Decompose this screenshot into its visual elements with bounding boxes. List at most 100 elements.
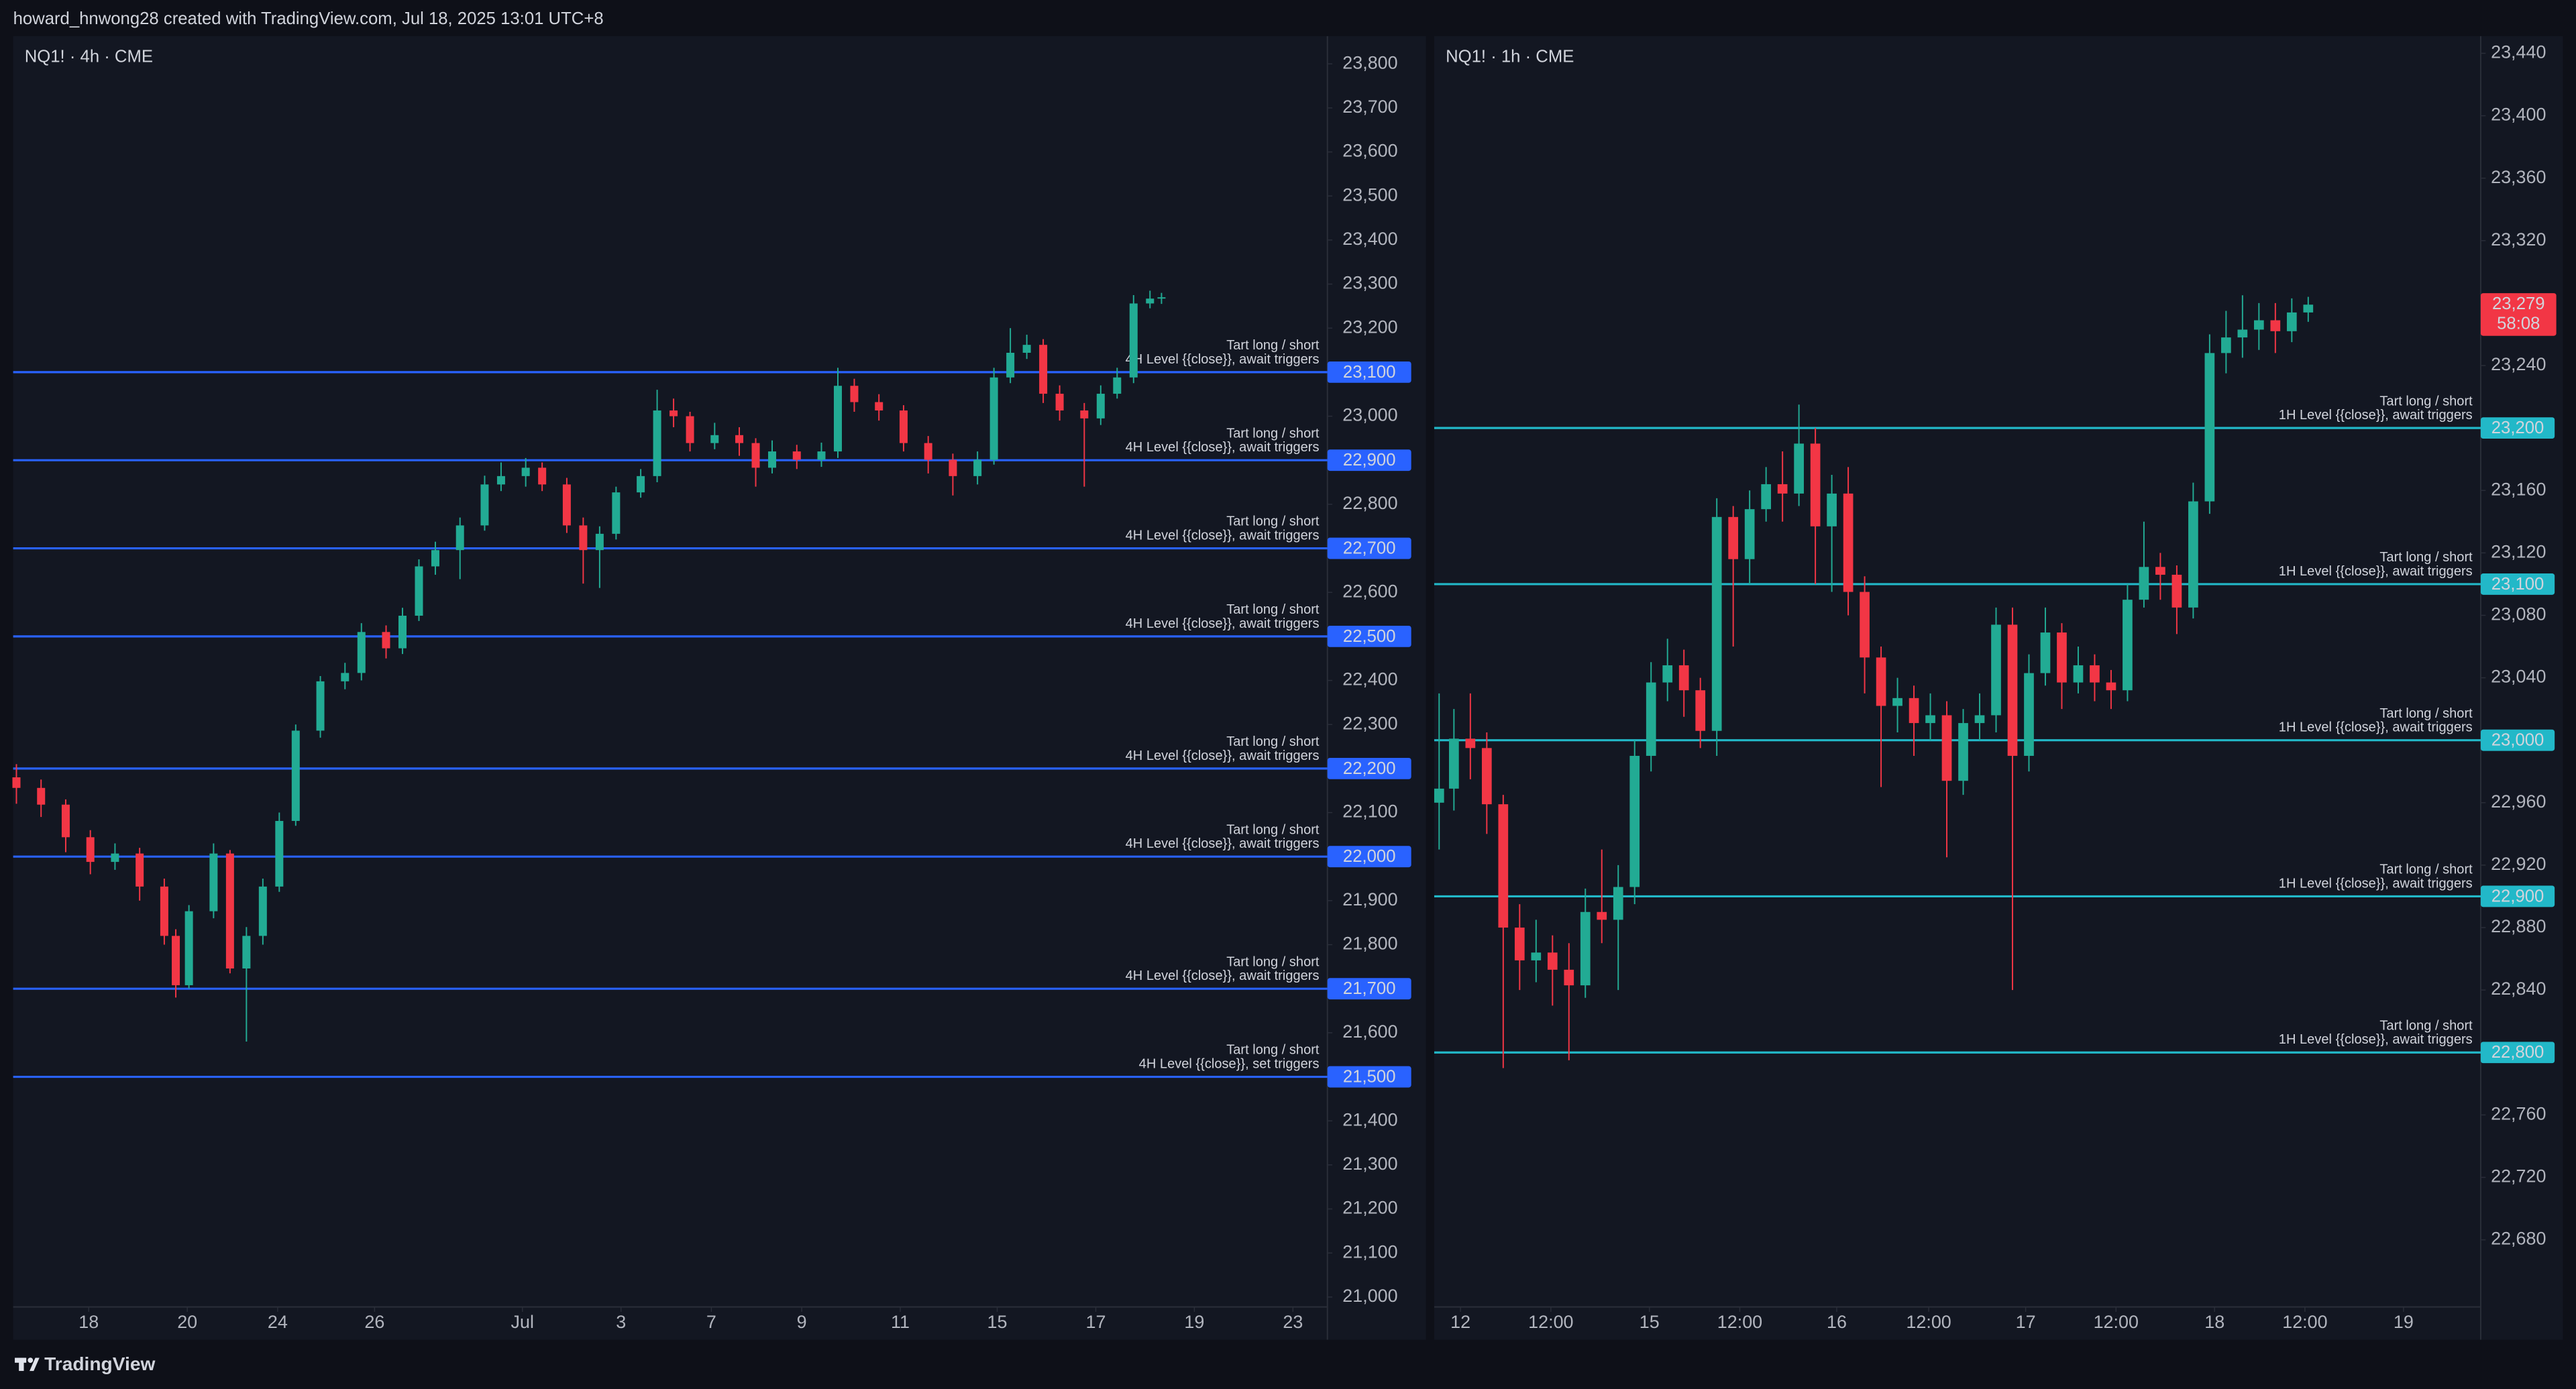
level-price-label: 21,500: [1343, 1068, 1396, 1087]
candle-body: [899, 410, 908, 443]
x-tick-label: 16: [1827, 1312, 1847, 1332]
x-tick-label: 3: [616, 1312, 626, 1332]
candle-body: [2171, 574, 2182, 608]
candle-body: [225, 853, 234, 968]
candle-body: [751, 443, 760, 468]
level-text: Tart long / short: [2379, 1018, 2473, 1033]
x-tick-label: 18: [78, 1312, 99, 1332]
candle-body: [291, 730, 300, 822]
y-tick-label: 21,300: [1342, 1154, 1397, 1174]
last-price-label: 23,279: [2492, 294, 2545, 313]
candle-body: [1892, 698, 1902, 706]
candle-body: [2139, 567, 2149, 600]
level-price-label: 23,100: [1343, 363, 1396, 382]
candle-body: [341, 673, 350, 681]
candle-body: [136, 853, 144, 887]
x-tick-label: 11: [891, 1312, 910, 1332]
candle-body: [172, 936, 180, 985]
y-tick-label: 23,240: [2491, 354, 2546, 374]
x-tick-label: 23: [1283, 1312, 1303, 1332]
candle-body: [1514, 928, 1525, 960]
x-tick-label: 20: [177, 1312, 197, 1332]
level-price-tag: [1327, 846, 1411, 868]
y-tick-label: 22,800: [1342, 493, 1397, 513]
y-tick-label: 21,900: [1342, 889, 1397, 909]
level-price-tag: [1327, 361, 1411, 383]
candle-body: [382, 632, 390, 649]
candle-body: [1157, 297, 1166, 299]
level-text: 1H Level {{close}}, await triggers: [2279, 1032, 2473, 1047]
candle-body: [1941, 715, 1952, 781]
level-price-tag: [1327, 757, 1411, 779]
y-tick-label: 22,100: [1342, 801, 1397, 822]
level-price-label: 21,700: [1343, 979, 1396, 998]
x-tick-label: 18: [2204, 1312, 2224, 1332]
y-tick-label: 23,000: [1342, 405, 1397, 425]
footer-logo: [15, 1357, 40, 1372]
candle-body: [710, 435, 719, 443]
level-price-tag: [1327, 449, 1411, 471]
x-tick-label: 15: [1640, 1312, 1660, 1332]
candle-body: [1678, 665, 1689, 691]
candle-body: [184, 911, 193, 985]
candle-body: [2123, 600, 2133, 691]
candle-body: [1481, 748, 1492, 805]
y-tick-label: 21,400: [1342, 1109, 1397, 1129]
candle-body: [1827, 493, 1837, 526]
candle-body: [431, 550, 439, 567]
level-text: Tart long / short: [1226, 338, 1320, 353]
level-text: Tart long / short: [1226, 426, 1320, 441]
candle-body: [86, 837, 95, 863]
y-tick-label: 23,500: [1342, 184, 1397, 205]
candle-body: [1096, 394, 1105, 419]
candle-body: [833, 386, 842, 452]
candle-body: [1039, 345, 1048, 394]
candle-body: [1662, 665, 1673, 683]
candle-body: [1547, 952, 1558, 970]
level-price-label: 22,000: [1343, 847, 1396, 866]
level-price-tag: [1327, 978, 1411, 1000]
level-text: 4H Level {{close}}, await triggers: [1126, 748, 1320, 763]
candle-body: [924, 443, 932, 460]
candle-body: [455, 525, 464, 551]
y-tick-label: 23,800: [1342, 52, 1397, 72]
x-tick-label: 26: [364, 1312, 384, 1332]
candle-body: [1695, 690, 1706, 731]
candle-body: [2106, 682, 2116, 691]
candle-body: [357, 632, 366, 673]
candle-body: [480, 484, 489, 526]
candle-body: [2155, 567, 2165, 575]
candle-body: [37, 787, 46, 805]
candle-body: [398, 616, 407, 649]
chart-title: NQ1! · 4h · CME: [25, 47, 153, 66]
level-price-tag: [2480, 729, 2555, 751]
y-tick-label: 23,200: [1342, 317, 1397, 337]
candle-body: [1728, 516, 1739, 559]
candle-body: [415, 566, 423, 616]
y-tick-label: 23,320: [2491, 229, 2546, 249]
level-price-tag: [2480, 885, 2555, 907]
y-tick-label: 21,200: [1342, 1198, 1397, 1218]
y-tick-label: 23,160: [2491, 479, 2546, 499]
level-price-label: 23,200: [2491, 419, 2544, 437]
candle-body: [949, 459, 957, 476]
candle-body: [989, 377, 998, 460]
level-price-tag: [1327, 537, 1411, 559]
y-tick-label: 22,960: [2491, 791, 2546, 812]
x-tick-label: 12:00: [1528, 1312, 1573, 1332]
candle-body: [275, 821, 284, 887]
x-tick-label: 9: [797, 1312, 807, 1332]
y-tick-label: 23,400: [2491, 105, 2546, 125]
candle-body: [2286, 312, 2297, 331]
candle-body: [1449, 738, 1459, 789]
level-text: Tart long / short: [1226, 822, 1320, 837]
candle-body: [562, 484, 571, 526]
level-text: Tart long / short: [2379, 394, 2473, 408]
candle-body: [1876, 657, 1886, 706]
candle-body: [1909, 698, 1919, 724]
y-tick-label: 22,680: [2491, 1229, 2546, 1249]
level-text: 4H Level {{close}}, set triggers: [1139, 1056, 1320, 1071]
x-tick-label: 12: [1450, 1312, 1470, 1332]
